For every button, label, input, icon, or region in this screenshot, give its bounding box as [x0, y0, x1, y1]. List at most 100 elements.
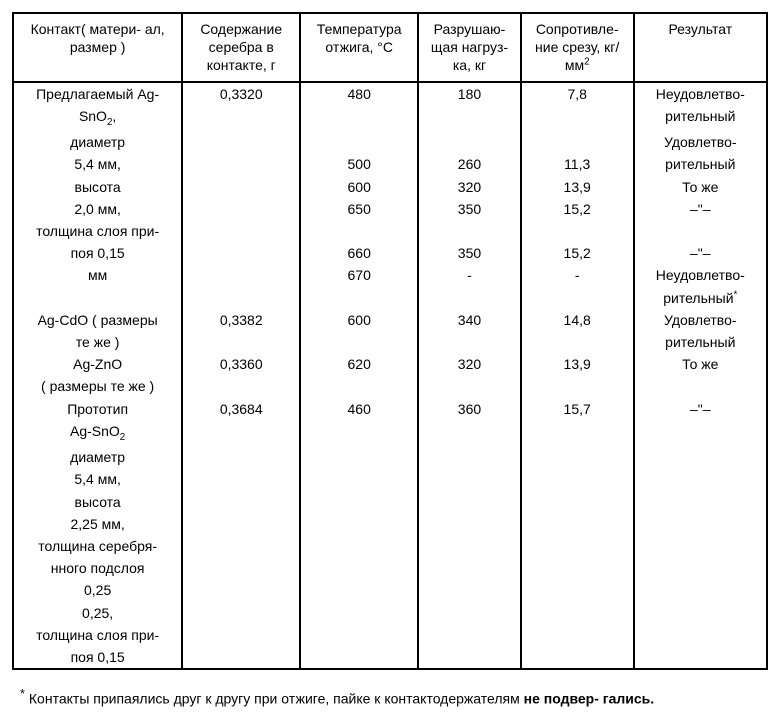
table-cell: [182, 287, 300, 309]
table-cell: [418, 105, 521, 132]
table-cell: [182, 105, 300, 132]
table-cell: 660: [300, 242, 418, 264]
table-cell: 0,3320: [182, 82, 300, 105]
table-cell: [300, 446, 418, 468]
table-cell: [182, 446, 300, 468]
table-cell: 0,3360: [182, 353, 300, 375]
table-cell: [418, 646, 521, 669]
table-row: рительный*: [13, 287, 767, 309]
table-cell: [418, 331, 521, 353]
table-cell: 2,25 мм,: [13, 513, 182, 535]
table-cell: [418, 468, 521, 490]
table-cell: 650: [300, 198, 418, 220]
table-row: толщина слоя при-: [13, 624, 767, 646]
table-cell: -: [521, 264, 634, 286]
table-row: SnO2, рительный: [13, 105, 767, 132]
table-cell: [300, 420, 418, 447]
footnote-text-a: Контакты припаялись друг к другу при отж…: [29, 691, 524, 707]
table-cell: 15,2: [521, 242, 634, 264]
table-row: мм670--Неудовлетво-: [13, 264, 767, 286]
table-row: 0,25: [13, 579, 767, 601]
table-cell: нного подслоя: [13, 557, 182, 579]
table-cell: поя 0,15: [13, 242, 182, 264]
table-cell: 600: [300, 176, 418, 198]
table-row: Ag-ZnO0,336062032013,9То же: [13, 353, 767, 375]
table-cell: [300, 513, 418, 535]
table-row: диаметрУдовлетво-: [13, 131, 767, 153]
data-table: Контакт( матери- ал, размер ) Содержание…: [12, 12, 768, 670]
table-cell: 500: [300, 153, 418, 175]
table-cell: рительный: [634, 153, 767, 175]
table-row: 5,4 мм,50026011,3рительный: [13, 153, 767, 175]
table-cell: толщина слоя при-: [13, 624, 182, 646]
table-cell: [418, 602, 521, 624]
table-cell: [300, 220, 418, 242]
table-cell: [521, 491, 634, 513]
table-cell: [634, 513, 767, 535]
table-cell: 11,3: [521, 153, 634, 175]
table-cell: SnO2,: [13, 105, 182, 132]
table-cell: [300, 287, 418, 309]
table-cell: [300, 557, 418, 579]
table-cell: [300, 331, 418, 353]
table-cell: То же: [634, 176, 767, 198]
table-cell: [634, 220, 767, 242]
table-cell: [634, 468, 767, 490]
table-cell: [521, 535, 634, 557]
table-cell: Прототип: [13, 398, 182, 420]
table-cell: 5,4 мм,: [13, 468, 182, 490]
table-cell: [521, 220, 634, 242]
table-cell: [634, 646, 767, 669]
table-cell: 480: [300, 82, 418, 105]
table-cell: Неудовлетво-: [634, 264, 767, 286]
col-header-contact: Контакт( матери- ал, размер ): [13, 13, 182, 82]
table-cell: [300, 375, 418, 397]
table-row: диаметр: [13, 446, 767, 468]
table-cell: [418, 220, 521, 242]
table-cell: [418, 624, 521, 646]
table-cell: 0,3382: [182, 309, 300, 331]
table-cell: [521, 624, 634, 646]
table-cell: [182, 220, 300, 242]
table-cell: –"–: [634, 198, 767, 220]
table-cell: [634, 420, 767, 447]
table-cell: То же: [634, 353, 767, 375]
table-cell: 260: [418, 153, 521, 175]
table-cell: [182, 198, 300, 220]
table-cell: 180: [418, 82, 521, 105]
table-cell: [418, 557, 521, 579]
table-cell: толщина слоя при-: [13, 220, 182, 242]
table-cell: [521, 602, 634, 624]
table-row: высота: [13, 491, 767, 513]
table-cell: -: [418, 264, 521, 286]
table-row: Ag-CdO ( размеры0,338260034014,8Удовлетв…: [13, 309, 767, 331]
table-cell: –"–: [634, 242, 767, 264]
footnote-text-b: не подвер- гались.: [524, 691, 655, 707]
table-cell: [300, 105, 418, 132]
table-cell: [300, 646, 418, 669]
table-cell: [418, 513, 521, 535]
table-cell: рительный: [634, 105, 767, 132]
table-cell: 0,25: [13, 579, 182, 601]
table-cell: 2,0 мм,: [13, 198, 182, 220]
table-cell: [182, 513, 300, 535]
table-cell: [182, 602, 300, 624]
table-cell: [634, 579, 767, 601]
table-cell: [300, 579, 418, 601]
table-cell: Ag-CdO ( размеры: [13, 309, 182, 331]
table-cell: 620: [300, 353, 418, 375]
table-cell: [521, 646, 634, 669]
table-cell: мм: [13, 264, 182, 286]
table-cell: [300, 491, 418, 513]
table-cell: [182, 557, 300, 579]
table-cell: [418, 579, 521, 601]
table-cell: [182, 420, 300, 447]
table-row: ( размеры те же ): [13, 375, 767, 397]
table-cell: [418, 491, 521, 513]
table-cell: [521, 468, 634, 490]
table-cell: диаметр: [13, 446, 182, 468]
table-cell: 350: [418, 198, 521, 220]
table-cell: [521, 105, 634, 132]
table-cell: 15,7: [521, 398, 634, 420]
table-cell: [634, 602, 767, 624]
